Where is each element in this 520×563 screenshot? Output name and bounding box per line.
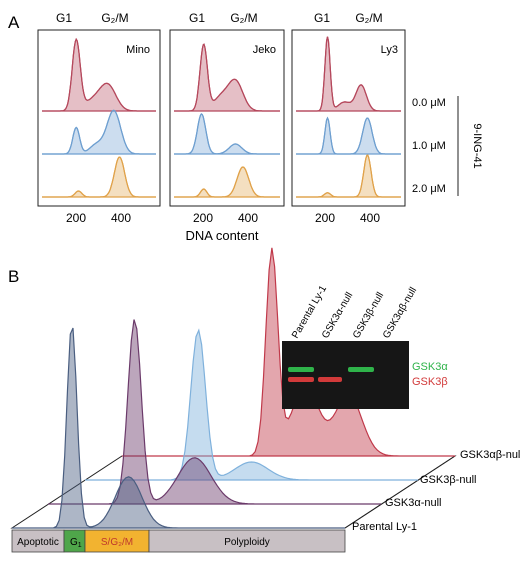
sg2m-bar-label: S/G₂/M [101, 537, 133, 548]
tick-200: 200 [315, 211, 335, 225]
histogram-box-mino: Mino [37, 29, 161, 207]
histogram-line [174, 113, 280, 155]
g1-label: G1 [56, 11, 72, 25]
band-beta-parental [288, 377, 314, 382]
sample-label-parental: Parental Ly-1 [352, 521, 417, 533]
lane-label: GSK3α-null [320, 291, 355, 341]
tick-200: 200 [193, 211, 213, 225]
g2m-label: G₂/M [101, 11, 128, 25]
gsk3b-label: GSK3β [412, 376, 448, 388]
conc-1: 1.0 μM [412, 140, 446, 152]
western-blot: Parental Ly-1 GSK3α-null GSK3β-null GSK3… [282, 283, 448, 409]
histogram-fill [296, 116, 401, 155]
histogram-line [42, 109, 156, 155]
drug-label: 9-ING-41 [471, 123, 483, 168]
conc-2: 2.0 μM [412, 183, 446, 195]
waterfall-trace [122, 247, 455, 457]
phase-labels-ly3: G1 G₂/M [314, 11, 383, 25]
histogram-box-jeko: Jeko [169, 29, 285, 207]
x-axis-panel-a: 200 400 200 400 200 400 DNA content [66, 211, 380, 243]
cell-line-label: Mino [126, 44, 150, 56]
polyploidy-segment [148, 529, 346, 553]
g1-bar-label: G1 [70, 537, 82, 549]
histogram-line [42, 37, 156, 112]
histogram-fill [42, 156, 156, 198]
histogram-layer [42, 36, 401, 198]
histogram-line [174, 166, 280, 198]
panel-a-letter: A [8, 13, 20, 32]
histogram-fill [42, 109, 156, 155]
concentration-labels: 0.0 μM 1.0 μM 2.0 μM 9-ING-41 [412, 96, 483, 196]
band-alpha-parental [288, 367, 314, 372]
waterfall-trace [48, 319, 381, 505]
histogram-line [296, 154, 401, 198]
lane-label: GSK3αβ-null [381, 286, 419, 341]
phase-labels-jeko: G1 G₂/M [189, 11, 258, 25]
sample-labels: GSK3αβ-null GSK3β-null GSK3α-null Parent… [352, 449, 520, 533]
cell-line-label: Ly3 [381, 44, 398, 56]
g2m-label: G₂/M [355, 11, 382, 25]
lane-label: GSK3β-null [351, 291, 386, 341]
histogram-fill [174, 113, 280, 155]
g1-label: G1 [314, 11, 330, 25]
histogram-line [296, 36, 401, 112]
histogram-line [296, 116, 401, 155]
waterfall-trace [12, 327, 345, 529]
phase-labels-mino: G1 G₂/M [56, 11, 129, 25]
band-beta-a-null [318, 377, 342, 382]
conc-0: 0.0 μM [412, 97, 446, 109]
histogram-fill [296, 154, 401, 198]
g2m-label: G₂/M [230, 11, 257, 25]
apoptotic-label: Apoptotic [17, 537, 59, 548]
g1-label: G1 [189, 11, 205, 25]
blot-image [282, 341, 409, 409]
cell-line-label: Jeko [253, 44, 276, 56]
gsk3a-label: GSK3α [412, 361, 448, 373]
tick-400: 400 [111, 211, 131, 225]
histogram-fill [174, 166, 280, 198]
band-alpha-b-null [348, 367, 374, 372]
phase-bar: Apoptotic G1 S/G₂/M Polyploidy [11, 529, 346, 553]
x-axis-label: DNA content [186, 228, 259, 243]
waterfall-layer [12, 247, 455, 529]
sample-label-b-null: GSK3β-null [420, 474, 476, 486]
histogram-line [174, 43, 280, 112]
histogram-box-ly3: Ly3 [291, 29, 406, 207]
tick-400: 400 [238, 211, 258, 225]
panel-b-letter: B [8, 267, 19, 286]
histogram-line [42, 156, 156, 198]
tick-200: 200 [66, 211, 86, 225]
waterfall-trace [85, 328, 418, 481]
tick-400: 400 [360, 211, 380, 225]
sample-label-ab-null: GSK3αβ-null [460, 449, 520, 461]
polyploidy-label: Polyploidy [224, 537, 270, 548]
sample-label-a-null: GSK3α-null [385, 497, 442, 509]
